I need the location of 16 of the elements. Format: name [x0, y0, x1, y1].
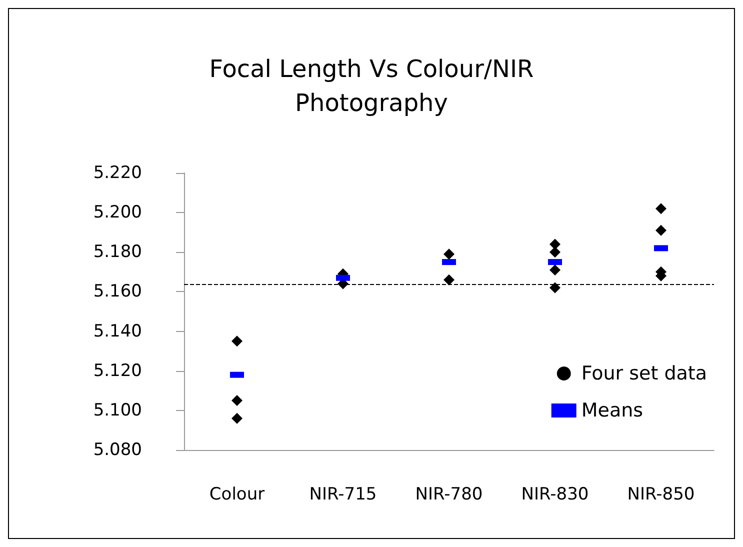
y-tick-label: 5.140 — [93, 321, 142, 342]
y-tick-label: 5.200 — [93, 202, 142, 223]
y-tick-label: 5.080 — [93, 440, 142, 460]
y-tick-label: 5.100 — [93, 400, 142, 420]
x-tick-label: Colour — [209, 484, 265, 504]
y-tick-label: 5.120 — [93, 360, 142, 381]
x-tick-label: NIR-780 — [415, 484, 483, 504]
chart-title: Focal Length Vs Colour/NIR Photography — [209, 55, 534, 117]
legend-label: Four set data — [581, 362, 708, 384]
y-tick-label: 5.180 — [93, 242, 142, 262]
x-tick-label: NIR-830 — [521, 484, 589, 504]
legend-label: Means — [581, 400, 644, 422]
x-tick-label: NIR-850 — [627, 484, 695, 504]
y-tick-label: 5.220 — [93, 163, 142, 183]
x-tick-label: NIR-715 — [309, 484, 377, 504]
y-tick-label: 5.160 — [93, 282, 142, 302]
